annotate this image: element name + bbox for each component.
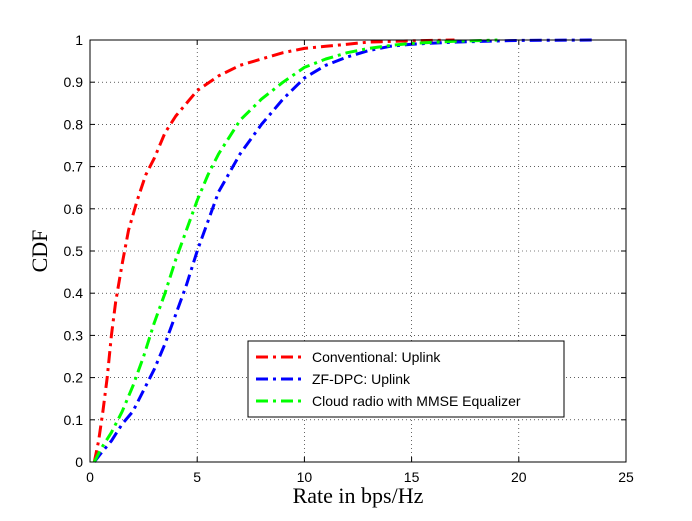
x-tick-label: 0 [86,469,94,485]
legend-label-0: Conventional: Uplink [312,349,441,365]
x-tick-label: 25 [618,469,634,485]
y-tick-label: 0.5 [64,243,84,259]
x-axis-title: Rate in bps/Hz [293,483,424,508]
y-tick-label: 0.3 [64,327,84,343]
x-tick-label: 5 [193,469,201,485]
x-tick-label: 10 [297,469,313,485]
y-tick-label: 0.2 [64,370,84,386]
y-tick-label: 0.7 [64,159,84,175]
y-tick-label: 0.6 [64,201,84,217]
legend-label-2: Cloud radio with MMSE Equalizer [312,393,521,409]
y-tick-label: 0.1 [64,412,84,428]
y-tick-label: 0.4 [64,285,84,301]
series-lines [92,38,594,463]
axis-ticks: 0 5 10 15 20 25 0 0.1 0.2 0.3 0.4 0.5 0.6 0.7 0.8 0.9 1 [64,32,634,485]
legend: Conventional: Uplink ZF-DPC: Uplink Cloud … [247,340,565,418]
x-tick-label: 20 [511,469,527,485]
y-tick-label: 1 [75,32,83,48]
y-tick-label: 0.9 [64,74,84,90]
series-line-0 [92,38,455,463]
series-line-2 [92,38,498,463]
y-axis-title: CDF [27,230,52,273]
series-line-1 [93,38,594,463]
x-tick-label: 15 [404,469,420,485]
y-tick-label: 0 [75,454,83,470]
legend-label-1: ZF-DPC: Uplink [312,371,411,387]
y-tick-label: 0.8 [64,116,84,132]
